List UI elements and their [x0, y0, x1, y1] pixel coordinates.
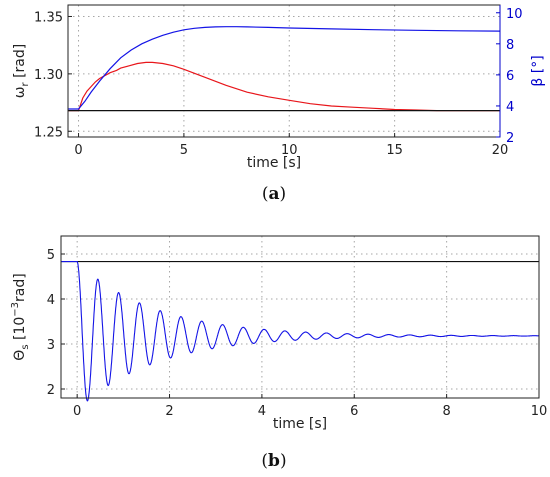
panel-b-lines: [61, 261, 539, 402]
x-tick-label: 6: [350, 404, 358, 419]
panel-a-caption: (a): [262, 184, 286, 204]
y-tick-label-right: 8: [506, 38, 514, 53]
panel-a-grid: [68, 5, 501, 137]
panel-a-y-ticks-right: 2 4 6 8 10: [496, 7, 523, 146]
series-line-blue: [61, 261, 539, 402]
panel-a-lines: [68, 26, 501, 112]
panel-b-x-axis-label: time [s]: [273, 416, 327, 432]
panel-b-y-axis-label: Θs [10−3rad]: [10, 273, 31, 360]
y-tick-label: 5: [47, 248, 55, 263]
panel-b: 0 2 4 6 8 10 2 3 4 5 time [s] Θs [10−3rad] (b): [10, 235, 547, 471]
panel-b-caption: (b): [261, 451, 286, 471]
y-tick-label-right: 4: [506, 100, 514, 115]
panel-b-x-ticks: 0 2 4 6 8 10: [73, 394, 547, 419]
x-tick-label: 8: [442, 404, 450, 419]
panel-a-y-axis-label-right: β [°]: [530, 55, 546, 86]
x-tick-label: 15: [386, 143, 403, 158]
panel-a-frame: [67, 4, 501, 138]
y-tick-label-left: 1.25: [34, 125, 63, 140]
x-tick-label: 5: [180, 143, 188, 158]
panel-a: 0 5 10 15 20 1.25 1.30 1.35 2 4 6 8 10 time [s] ωr…: [12, 4, 546, 204]
y-tick-label: 3: [47, 338, 55, 353]
x-tick-label: 20: [492, 143, 509, 158]
panel-b-frame: [60, 235, 540, 399]
panel-a-x-axis-label: time [s]: [247, 155, 301, 171]
y-tick-label-right: 10: [506, 7, 523, 22]
y-tick-label-right: 6: [506, 69, 514, 84]
panel-a-x-ticks: 0 5 10 15 20: [74, 133, 508, 158]
y-tick-label: 4: [47, 293, 55, 308]
panel-a-y-ticks-left: 1.25 1.30 1.35: [34, 10, 72, 140]
panel-b-grid: [61, 236, 540, 398]
x-tick-label: 0: [73, 404, 81, 419]
series-line-red: [68, 61, 500, 112]
y-tick-label-left: 1.35: [34, 10, 63, 25]
x-tick-label: 0: [74, 143, 82, 158]
series-line-blue: [68, 26, 501, 110]
y-tick-label-right: 2: [506, 131, 514, 146]
panel-a-y-axis-label-left: ωr [rad]: [12, 44, 31, 98]
x-tick-label: 4: [258, 404, 266, 419]
x-tick-label: 10: [281, 143, 298, 158]
x-tick-label: 10: [531, 404, 548, 419]
y-tick-label: 2: [47, 383, 55, 398]
panel-b-y-ticks: 2 3 4 5: [47, 248, 65, 398]
y-tick-label-left: 1.30: [34, 68, 63, 83]
x-tick-label: 2: [165, 404, 173, 419]
